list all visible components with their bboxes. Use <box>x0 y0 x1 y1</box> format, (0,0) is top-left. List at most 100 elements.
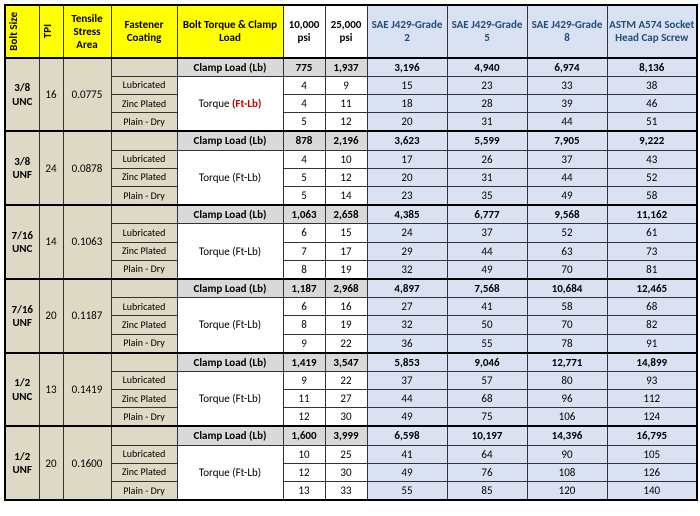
torque-value: 70 <box>527 260 607 279</box>
torque-value: 63 <box>527 242 607 260</box>
torque-label: Torque (Ft-Lb) <box>177 224 283 279</box>
torque-value: 73 <box>607 242 697 260</box>
torque-value: 36 <box>367 334 447 353</box>
bolt-size-cell: 7/16UNC <box>5 205 39 279</box>
clamp-value: 10,197 <box>447 426 527 445</box>
bolt-group: 1/2UNC130.1419Clamp Load (Lb)1,4193,5475… <box>5 353 697 427</box>
torque-value: 19 <box>325 316 367 334</box>
coating-zinc: Zinc Plated <box>111 168 177 186</box>
tsa-cell: 0.1187 <box>63 279 111 353</box>
col-tpi: TPI <box>39 5 63 58</box>
torque-value: 35 <box>447 187 527 206</box>
col-grade-2: SAE J429-Grade 2 <box>367 5 447 58</box>
torque-value: 24 <box>367 224 447 242</box>
tsa-cell: 0.1419 <box>63 353 111 427</box>
coating-cell <box>111 58 177 77</box>
torque-value: 4 <box>283 76 325 94</box>
torque-value: 50 <box>447 316 527 334</box>
tsa-cell: 0.0878 <box>63 131 111 205</box>
torque-value: 57 <box>447 371 527 389</box>
torque-value: 41 <box>367 445 447 463</box>
torque-value: 6 <box>283 224 325 242</box>
clamp-value: 6,598 <box>367 426 447 445</box>
col-coating: Fastener Coating <box>111 5 177 58</box>
clamp-label: Clamp Load (Lb) <box>177 426 283 445</box>
torque-value: 25 <box>325 445 367 463</box>
torque-value: 49 <box>367 408 447 427</box>
torque-value: 32 <box>367 316 447 334</box>
clamp-label: Clamp Load (Lb) <box>177 353 283 372</box>
tsa-cell: 0.1600 <box>63 426 111 500</box>
clamp-label: Clamp Load (Lb) <box>177 58 283 77</box>
clamp-value: 6,974 <box>527 58 607 77</box>
col-bolt-size: Bolt Size <box>5 5 39 58</box>
clamp-value: 1,937 <box>325 58 367 77</box>
torque-label: Torque (Ft-Lb) <box>177 150 283 205</box>
clamp-value: 1,187 <box>283 279 325 298</box>
tpi-cell: 16 <box>39 58 63 132</box>
coating-dry: Plain - Dry <box>111 408 177 427</box>
torque-value: 91 <box>607 334 697 353</box>
clamp-value: 4,897 <box>367 279 447 298</box>
torque-value: 6 <box>283 298 325 316</box>
clamp-value: 16,795 <box>607 426 697 445</box>
clamp-value: 2,968 <box>325 279 367 298</box>
coating-cell <box>111 426 177 445</box>
torque-value: 120 <box>527 482 607 501</box>
torque-value: 10 <box>283 445 325 463</box>
torque-value: 39 <box>527 95 607 113</box>
torque-value: 15 <box>325 224 367 242</box>
col-grade-8: SAE J429-Grade 8 <box>527 5 607 58</box>
clamp-value: 6,777 <box>447 205 527 224</box>
coating-cell <box>111 353 177 372</box>
torque-value: 9 <box>283 334 325 353</box>
clamp-value: 4,940 <box>447 58 527 77</box>
coating-lubricated: Lubricated <box>111 150 177 168</box>
torque-value: 4 <box>283 150 325 168</box>
torque-value: 27 <box>325 390 367 408</box>
clamp-value: 10,684 <box>527 279 607 298</box>
torque-value: 33 <box>527 76 607 94</box>
torque-value: 46 <box>607 95 697 113</box>
torque-value: 26 <box>447 150 527 168</box>
torque-value: 8 <box>283 316 325 334</box>
clamp-label: Clamp Load (Lb) <box>177 205 283 224</box>
clamp-label: Clamp Load (Lb) <box>177 279 283 298</box>
bolt-group: 3/8UNF240.0878Clamp Load (Lb)8782,1963,6… <box>5 131 697 205</box>
coating-zinc: Zinc Plated <box>111 463 177 481</box>
torque-value: 44 <box>367 390 447 408</box>
torque-value: 76 <box>447 463 527 481</box>
coating-zinc: Zinc Plated <box>111 316 177 334</box>
torque-value: 10 <box>325 150 367 168</box>
tpi-cell: 14 <box>39 205 63 279</box>
torque-value: 75 <box>447 408 527 427</box>
bolt-group: 7/16UNF200.1187Clamp Load (Lb)1,1872,968… <box>5 279 697 353</box>
torque-value: 81 <box>607 260 697 279</box>
torque-value: 51 <box>607 113 697 132</box>
coating-cell <box>111 205 177 224</box>
torque-value: 49 <box>447 260 527 279</box>
clamp-value: 14,396 <box>527 426 607 445</box>
torque-value: 29 <box>367 242 447 260</box>
clamp-value: 3,196 <box>367 58 447 77</box>
clamp-value: 5,599 <box>447 131 527 150</box>
torque-value: 11 <box>325 95 367 113</box>
clamp-value: 9,046 <box>447 353 527 372</box>
torque-value: 90 <box>527 445 607 463</box>
clamp-label: Clamp Load (Lb) <box>177 131 283 150</box>
torque-value: 37 <box>447 224 527 242</box>
torque-value: 5 <box>283 113 325 132</box>
clamp-value: 9,568 <box>527 205 607 224</box>
torque-value: 19 <box>325 260 367 279</box>
torque-value: 49 <box>527 187 607 206</box>
torque-value: 16 <box>325 298 367 316</box>
clamp-value: 2,658 <box>325 205 367 224</box>
torque-value: 5 <box>283 187 325 206</box>
coating-lubricated: Lubricated <box>111 371 177 389</box>
torque-value: 30 <box>325 463 367 481</box>
tpi-cell: 13 <box>39 353 63 427</box>
torque-value: 22 <box>325 371 367 389</box>
torque-value: 8 <box>283 260 325 279</box>
torque-value: 30 <box>325 408 367 427</box>
clamp-value: 775 <box>283 58 325 77</box>
